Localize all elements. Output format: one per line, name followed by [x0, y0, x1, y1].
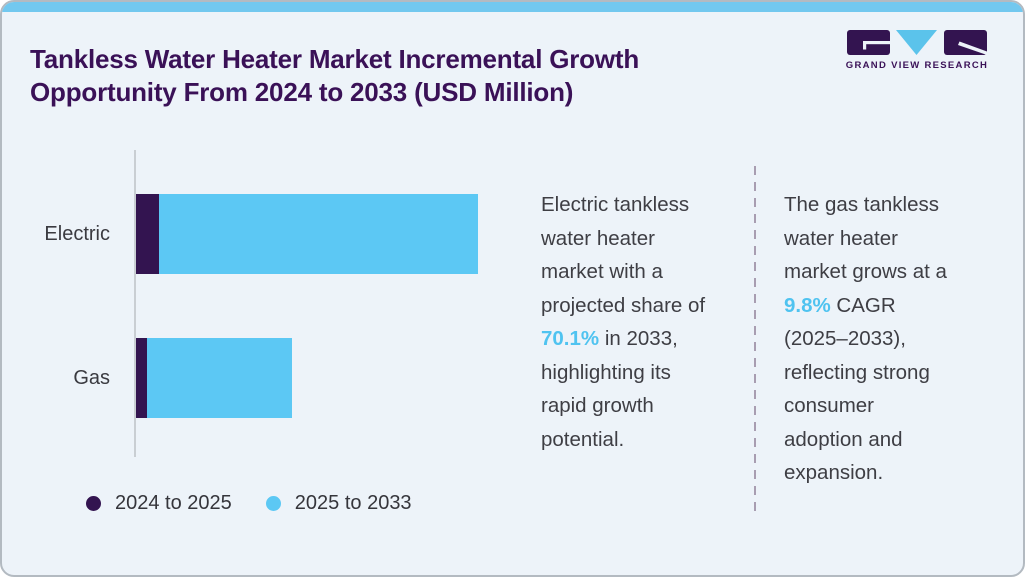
callout-electric: Electric tankless water heater market wi…	[541, 188, 721, 456]
bar-electric-segment-2024-2025	[136, 194, 159, 274]
callout-gas-highlight: 9.8%	[784, 293, 831, 317]
page-title: Tankless Water Heater Market Incremental…	[30, 44, 640, 108]
category-label-gas: Gas	[73, 366, 110, 389]
chart-baseline-axis	[134, 150, 136, 457]
gvr-logo-mark	[846, 30, 987, 55]
gvr-logo: GRAND VIEW RESEARCH	[842, 30, 992, 71]
logo-wordmark: GRAND VIEW RESEARCH	[845, 60, 989, 71]
legend-item-2025-2033: 2025 to 2033	[265, 492, 412, 515]
callout-gas-text-before: The gas tankless water heater market gro…	[784, 193, 947, 283]
legend-dot-blue	[265, 496, 281, 511]
legend-item-2024-2025: 2024 to 2025	[86, 492, 232, 515]
bar-gas-segment-2025-2033	[146, 338, 292, 418]
bar-gas-segment-2024-2025	[136, 338, 147, 418]
callout-electric-text-before: Electric tankless water heater market wi…	[541, 193, 706, 317]
category-label-electric: Electric	[44, 222, 110, 245]
callout-gas-text-after: CAGR (2025–2033), reflecting strong cons…	[784, 293, 930, 485]
bar-gas	[136, 338, 292, 418]
callout-gas: The gas tankless water heater market gro…	[784, 188, 952, 490]
callout-electric-highlight: 70.1%	[541, 327, 600, 350]
chart-legend: 2024 to 2025 2025 to 2033	[86, 492, 412, 515]
top-accent-strip	[2, 2, 1023, 12]
bar-electric	[136, 194, 478, 274]
dashed-divider	[754, 166, 756, 512]
bar-electric-segment-2025-2033	[158, 194, 478, 274]
logo-v-triangle	[895, 30, 937, 55]
legend-label-2025-2033: 2025 to 2033	[294, 492, 412, 514]
callout-electric-text-after: in 2033, highlighting its rapid growth p…	[541, 327, 678, 451]
legend-label-2024-2025: 2024 to 2025	[115, 492, 232, 514]
legend-dot-purple	[86, 496, 101, 511]
